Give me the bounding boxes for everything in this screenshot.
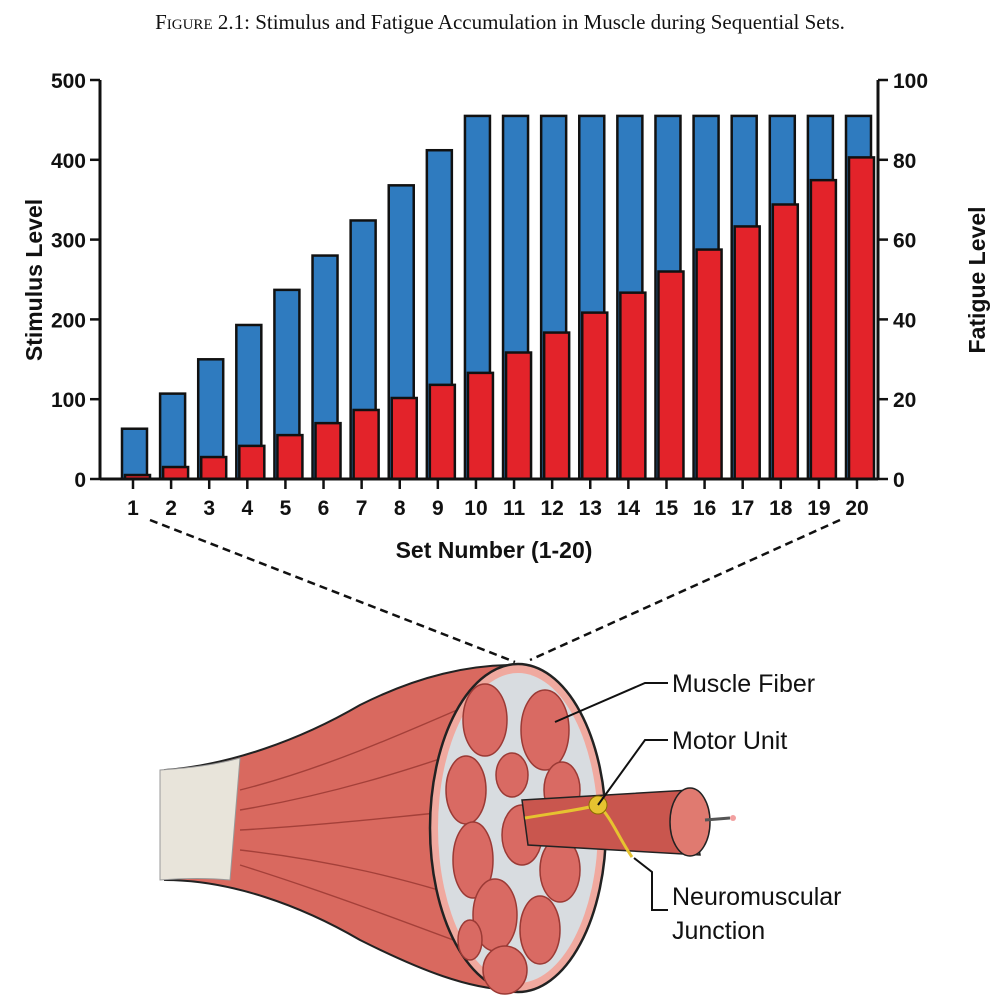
nerve-signal	[730, 815, 736, 821]
x-tick-label: 1	[127, 497, 139, 520]
fatigue-bar	[314, 421, 342, 481]
x-axis-label: Set Number (1-20)	[396, 537, 593, 563]
fatigue-bar	[542, 331, 571, 481]
x-tick-label: 4	[241, 497, 253, 520]
y-left-tick-label: 200	[51, 309, 86, 332]
fatigue-bar	[771, 203, 800, 481]
label-nmj-line1: Neuromuscular	[672, 883, 842, 911]
fatigue-bar	[809, 178, 838, 481]
x-tick-label: 2	[165, 497, 177, 520]
fascicle	[452, 821, 494, 899]
y-right-tick-label: 80	[893, 150, 916, 173]
x-tick-label: 15	[655, 497, 679, 520]
y-right-tick-label: 40	[893, 309, 916, 332]
ticks-group: 1 2 3 4 5 6 7 8 9 10 11 12 13 14 15 16 17 18 19 20010020030…	[51, 70, 928, 520]
fatigue-bar	[619, 291, 647, 481]
x-tick-label: 5	[280, 497, 292, 520]
label-motor-unit: Motor Unit	[672, 727, 787, 755]
x-tick-label: 16	[693, 497, 716, 520]
zoom-line-right	[529, 518, 841, 662]
bundle-end	[669, 787, 711, 857]
x-tick-label: 6	[318, 497, 330, 520]
fatigue-bar	[199, 455, 228, 481]
fatigue-bar	[352, 408, 380, 481]
x-tick-label: 11	[503, 497, 526, 520]
x-tick-label: 18	[769, 497, 793, 520]
figure-caption-text: Stimulus and Fatigue Accumulation in Mus…	[255, 10, 845, 34]
fascicle	[519, 895, 561, 965]
y-left-tick-label: 500	[51, 70, 86, 93]
fascicle	[445, 755, 487, 825]
tendon	[159, 757, 241, 881]
x-tick-label: 10	[464, 497, 487, 520]
fatigue-bar	[390, 396, 418, 481]
x-tick-label: 3	[203, 497, 215, 520]
leader-nmj	[633, 857, 668, 911]
y-right-tick-label: 100	[893, 70, 928, 93]
x-tick-label: 14	[617, 497, 641, 520]
leader-muscle-fiber	[554, 682, 668, 723]
leader-motor-unit	[597, 739, 668, 806]
x-tick-label: 9	[432, 497, 444, 520]
y-axis-left-label: Stimulus Level	[21, 199, 47, 361]
y-left-tick-label: 0	[74, 469, 86, 492]
y-left-tick-label: 100	[51, 389, 86, 412]
nerve-end	[704, 816, 731, 822]
fatigue-bar	[276, 433, 304, 481]
fatigue-bar	[161, 465, 190, 481]
bars-group	[120, 114, 876, 481]
figure-label: Figure 2.1:	[155, 10, 250, 34]
x-tick-label: 20	[845, 497, 868, 520]
stimulus-bar	[120, 427, 149, 481]
fatigue-bar	[428, 383, 457, 481]
fatigue-bar	[847, 156, 876, 481]
figure-caption: Figure 2.1: Stimulus and Fatigue Accumul…	[0, 10, 1000, 35]
x-tick-label: 8	[394, 497, 406, 520]
fascicle	[495, 752, 529, 798]
y-right-tick-label: 0	[893, 469, 905, 492]
y-right-tick-label: 20	[893, 389, 916, 412]
x-tick-label: 17	[731, 497, 754, 520]
zoom-line-left	[149, 518, 516, 664]
fatigue-bar	[238, 444, 266, 481]
y-left-tick-label: 400	[51, 150, 86, 173]
label-muscle-fiber: Muscle Fiber	[672, 670, 815, 698]
y-axis-right-label: Fatigue Level	[964, 207, 990, 354]
x-tick-label: 13	[579, 497, 602, 520]
fascicle	[520, 689, 570, 771]
fascicle	[457, 919, 483, 961]
y-left-tick-label: 300	[51, 230, 86, 253]
fatigue-bar	[504, 351, 533, 481]
fascicle	[482, 945, 528, 995]
y-right-tick-label: 60	[893, 230, 916, 253]
x-tick-label: 7	[356, 497, 368, 520]
fascicle	[462, 683, 508, 757]
fatigue-bar	[657, 270, 685, 481]
fatigue-bar	[695, 248, 723, 481]
fatigue-bar	[581, 311, 609, 481]
fatigue-bar	[466, 371, 495, 481]
x-tick-label: 19	[807, 497, 830, 520]
stimulus-bar	[158, 392, 187, 481]
x-tick-label: 12	[540, 497, 563, 520]
fatigue-bar	[733, 225, 761, 481]
label-nmj-line2: Junction	[672, 917, 765, 945]
muscle-illustration: Muscle Fiber Motor Unit Neuromuscular Ju…	[159, 662, 842, 995]
